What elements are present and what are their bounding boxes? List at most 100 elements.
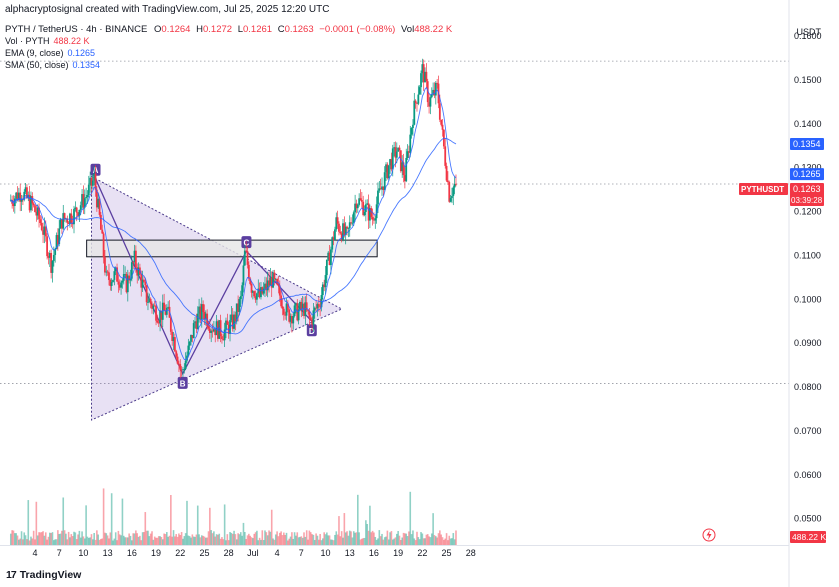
candle-body	[315, 307, 318, 309]
candle-body	[211, 330, 214, 332]
volume-bar	[231, 533, 234, 545]
candle-body	[351, 222, 354, 224]
time-tick-label: 16	[127, 548, 137, 558]
volume-bar	[429, 537, 432, 545]
volume-bar	[400, 539, 402, 545]
candle-body	[212, 329, 215, 332]
volume-bar	[77, 534, 79, 545]
time-tick-label: 25	[442, 548, 452, 558]
volume-bar	[253, 533, 256, 545]
volume-bar	[32, 530, 35, 545]
candle-body	[204, 313, 207, 320]
candle-body	[304, 302, 307, 317]
candle-body	[327, 252, 330, 260]
volume-bar	[176, 536, 179, 545]
volume-bar	[151, 531, 153, 545]
price-tick-label: 0.1600	[794, 31, 822, 41]
volume-bar	[47, 536, 50, 545]
lightning-icon[interactable]	[702, 528, 716, 542]
candle-body	[34, 205, 36, 213]
volume-bar	[355, 532, 358, 545]
volume-legend[interactable]: Vol · PYTH 488.22 K	[5, 36, 93, 46]
candle-body	[273, 272, 276, 280]
volume-bar	[42, 531, 44, 545]
symbol-price-tag-text: PYTHUSDT	[741, 185, 784, 194]
volume-bar	[101, 538, 104, 545]
candle-body	[20, 199, 23, 202]
volume-bar	[408, 531, 410, 545]
volume-bar	[35, 501, 38, 545]
resistance-zone	[86, 239, 378, 258]
candle-body	[202, 304, 205, 312]
candle-body	[451, 196, 453, 199]
volume-bar	[23, 532, 26, 545]
candle-body	[147, 302, 149, 303]
volume-bar	[297, 537, 300, 545]
volume-bar	[238, 534, 241, 545]
tradingview-logo[interactable]: 17 TradingView	[6, 569, 81, 581]
volume-bar	[367, 530, 370, 545]
candle-body	[102, 233, 105, 258]
candle-body	[58, 228, 61, 245]
volume-bar	[390, 531, 393, 545]
symbol-name[interactable]: PYTH / TetherUS · 4h · BINANCE	[5, 24, 148, 35]
candle-body	[416, 102, 418, 104]
sma-price-tag-text: 0.1354	[793, 139, 821, 149]
candle-body	[239, 296, 242, 300]
candle-body	[429, 97, 432, 107]
candle-body	[385, 164, 387, 173]
time-tick-label: 25	[199, 548, 209, 558]
volume-bar	[424, 538, 426, 545]
volume-bar	[90, 534, 93, 545]
volume-bar	[307, 539, 309, 545]
time-tick-label: 19	[393, 548, 403, 558]
candle-body	[299, 302, 301, 310]
candle-body	[378, 188, 381, 191]
price-tick-label: 0.1500	[794, 75, 822, 85]
candle-body	[278, 285, 281, 296]
volume-bar	[66, 539, 69, 545]
candle-body	[77, 212, 79, 217]
candle-body	[17, 192, 20, 201]
volume-bar	[327, 535, 330, 545]
candle-body	[104, 257, 106, 273]
volume-bar	[270, 509, 273, 545]
volume-bar	[416, 531, 418, 545]
ema-legend[interactable]: EMA (9, close) 0.1265	[5, 48, 95, 58]
volume-bar	[336, 534, 339, 545]
volume-bar	[223, 504, 226, 545]
candle-body	[265, 283, 268, 291]
candle-body	[408, 151, 410, 153]
symbol-row[interactable]: PYTH / TetherUS · 4h · BINANCE O0.1264 H…	[5, 24, 455, 35]
candle-body	[233, 314, 235, 329]
volume-bar	[61, 530, 63, 545]
candle-body	[432, 89, 435, 95]
sma-legend-label: SMA (50, close)	[5, 60, 69, 70]
candle-body	[321, 284, 324, 296]
volume-bar	[28, 540, 31, 545]
candle-body	[412, 124, 414, 129]
candle-body	[137, 267, 140, 276]
volume-bar	[210, 530, 212, 545]
volume-bar	[38, 532, 40, 545]
price-tick-label: 0.0900	[794, 338, 822, 348]
volume-bar	[155, 537, 157, 545]
sma-legend[interactable]: SMA (50, close) 0.1354	[5, 60, 100, 70]
volume-bar	[112, 540, 114, 545]
candle-body	[134, 250, 137, 268]
currency-label[interactable]: USDT	[796, 27, 822, 37]
volume-bar	[105, 533, 108, 545]
candle-body	[167, 306, 170, 308]
candle-body	[73, 209, 75, 225]
time-tick-label: 28	[466, 548, 476, 558]
volume-bar	[277, 536, 280, 545]
volume-bar	[14, 533, 16, 545]
candle-body	[178, 363, 180, 365]
candle-body	[369, 208, 371, 221]
volume-bar	[199, 537, 202, 545]
volume-bar	[93, 532, 95, 545]
volume-legend-label: Vol · PYTH	[5, 36, 50, 46]
volume-bar	[153, 536, 156, 545]
volume-bar	[75, 539, 78, 545]
